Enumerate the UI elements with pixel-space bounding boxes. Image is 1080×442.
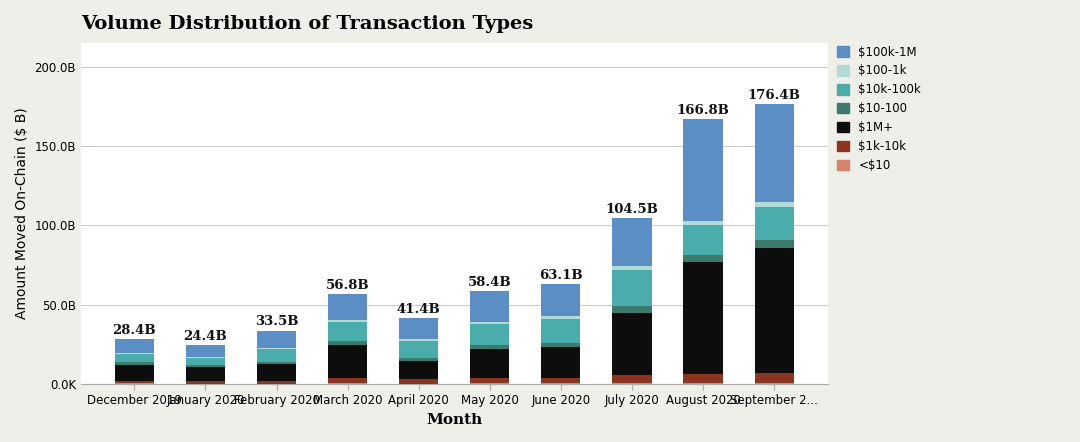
Bar: [257, 364, 296, 381]
Text: Volume Distribution of Transaction Types: Volume Distribution of Transaction Types: [81, 15, 534, 33]
Text: 28.4B: 28.4B: [112, 324, 157, 337]
Bar: [612, 270, 651, 306]
Bar: [328, 383, 367, 384]
Text: 166.8B: 166.8B: [676, 104, 729, 117]
Bar: [328, 320, 367, 322]
Bar: [400, 341, 438, 358]
Bar: [257, 331, 296, 348]
Bar: [114, 339, 154, 353]
Bar: [328, 377, 367, 383]
Bar: [470, 383, 510, 384]
Bar: [186, 381, 225, 384]
Bar: [612, 306, 651, 313]
Bar: [114, 383, 154, 384]
Bar: [186, 367, 225, 381]
Bar: [470, 345, 510, 349]
Bar: [114, 354, 154, 362]
Bar: [257, 349, 296, 362]
Bar: [114, 381, 154, 383]
Bar: [684, 255, 723, 263]
Bar: [684, 225, 723, 255]
Text: 63.1B: 63.1B: [539, 269, 583, 282]
Text: 104.5B: 104.5B: [606, 203, 659, 216]
Bar: [114, 353, 154, 354]
Bar: [541, 383, 580, 384]
Bar: [755, 202, 794, 207]
Text: 58.4B: 58.4B: [468, 276, 512, 289]
Bar: [400, 379, 438, 384]
Y-axis label: Amount Moved On-Chain ($ B): Amount Moved On-Chain ($ B): [15, 107, 29, 319]
Bar: [612, 266, 651, 270]
Bar: [755, 207, 794, 240]
Text: 33.5B: 33.5B: [255, 316, 298, 328]
Bar: [186, 358, 225, 365]
Bar: [755, 373, 794, 383]
Bar: [186, 357, 225, 358]
Bar: [755, 104, 794, 202]
Bar: [470, 378, 510, 383]
Bar: [612, 374, 651, 383]
Bar: [257, 348, 296, 349]
Bar: [541, 343, 580, 347]
Bar: [684, 119, 723, 221]
Bar: [114, 362, 154, 365]
Bar: [612, 313, 651, 374]
Bar: [328, 341, 367, 345]
Bar: [541, 378, 580, 383]
Bar: [470, 349, 510, 378]
Bar: [612, 218, 651, 266]
Bar: [684, 263, 723, 373]
Text: 41.4B: 41.4B: [396, 303, 441, 316]
Bar: [400, 358, 438, 361]
Bar: [470, 322, 510, 324]
Bar: [684, 221, 723, 225]
Bar: [755, 248, 794, 373]
Bar: [612, 383, 651, 384]
Bar: [257, 381, 296, 384]
Bar: [541, 284, 580, 316]
Bar: [328, 322, 367, 341]
Bar: [541, 319, 580, 343]
Bar: [684, 383, 723, 384]
Bar: [328, 294, 367, 320]
Bar: [684, 373, 723, 383]
Text: 176.4B: 176.4B: [747, 89, 800, 102]
Bar: [400, 361, 438, 379]
Bar: [755, 240, 794, 248]
X-axis label: Month: Month: [427, 413, 483, 427]
Bar: [400, 318, 438, 339]
Bar: [400, 339, 438, 341]
Text: 56.8B: 56.8B: [326, 278, 369, 292]
Text: 24.4B: 24.4B: [184, 330, 228, 343]
Bar: [328, 345, 367, 377]
Bar: [470, 291, 510, 322]
Bar: [541, 316, 580, 319]
Bar: [470, 324, 510, 345]
Bar: [257, 362, 296, 364]
Legend: $100k-1M, $100-1k, $10k-100k, $10-100, $1M+, $1k-10k, <$10: $100k-1M, $100-1k, $10k-100k, $10-100, $…: [834, 42, 924, 175]
Bar: [755, 383, 794, 384]
Bar: [541, 347, 580, 378]
Bar: [186, 365, 225, 367]
Bar: [186, 345, 225, 357]
Bar: [114, 365, 154, 381]
